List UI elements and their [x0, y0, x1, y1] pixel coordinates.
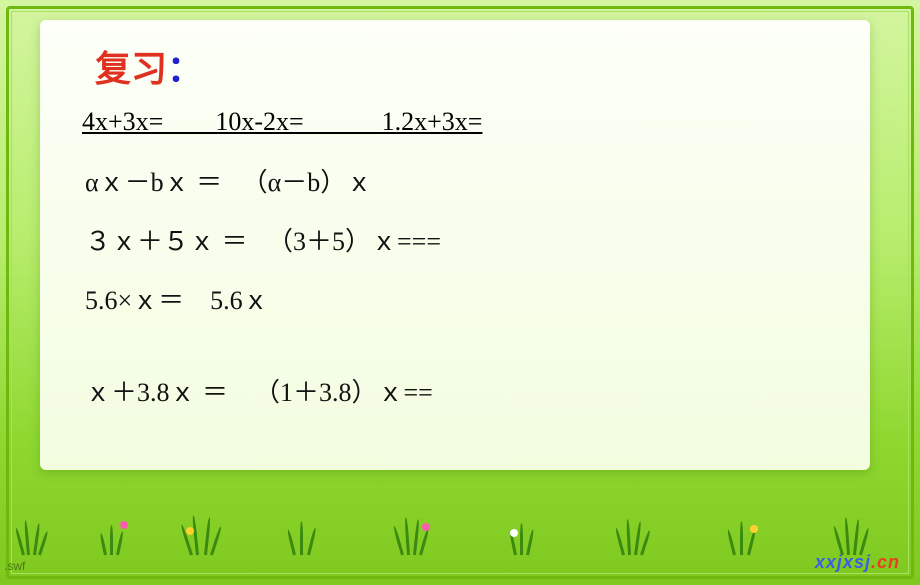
flower-icon [120, 521, 128, 529]
grass-blade [844, 517, 850, 555]
grass-blade [853, 519, 860, 555]
swf-label: .swf [4, 559, 25, 573]
watermark-char: x [843, 552, 854, 573]
grass-blade [24, 520, 30, 555]
slide-content: 复习： 4x+3x= 10x-2x= 1.2x+3x= αｘ－bｘ ＝ （α－b… [40, 20, 870, 470]
watermark-char: j [865, 552, 871, 573]
watermark-char: x [815, 552, 826, 573]
flower-icon [750, 525, 758, 533]
practice-problems-row: 4x+3x= 10x-2x= 1.2x+3x= [82, 107, 840, 137]
grass-blade [859, 528, 870, 556]
watermark-char: j [837, 552, 843, 573]
grass-blade [634, 521, 642, 555]
watermark-char: . [871, 552, 877, 573]
grass-blade [116, 531, 124, 555]
grass-blade [419, 528, 430, 556]
grass-blade [727, 529, 736, 555]
equation-line: ｘ＋3.8ｘ ＝ （1＋3.8）ｘ== [85, 372, 840, 409]
flower-icon [186, 527, 194, 535]
flower-icon [510, 529, 518, 537]
watermark-char: n [888, 552, 900, 573]
grass-blade [33, 523, 40, 555]
grass-blade [210, 526, 222, 555]
grass-blade [615, 528, 625, 556]
grass-blade [287, 529, 296, 555]
watermark-char: x [826, 552, 837, 573]
watermark-char: c [877, 552, 888, 573]
grass-blade [747, 527, 757, 555]
title-text-blue: ： [167, 49, 203, 89]
grass-blade [38, 531, 49, 556]
grass-blade [640, 530, 651, 556]
grass-blade [192, 515, 199, 555]
grass-blade [526, 529, 534, 555]
grass-blade [740, 521, 743, 555]
grass-blade [110, 525, 113, 555]
grass-blade [307, 527, 317, 555]
equation-line: ３ｘ＋５ｘ ＝ （3＋5）ｘ=== [85, 221, 840, 258]
equation-line: 5.6×ｘ＝ 5.6ｘ [85, 280, 840, 317]
equation-line: αｘ－bｘ ＝ （α－b）ｘ [85, 162, 840, 199]
grass-blade [509, 531, 517, 555]
flower-icon [422, 523, 430, 531]
grass-blade [413, 519, 420, 555]
watermark-char: s [854, 552, 865, 573]
grass-blade [404, 517, 410, 555]
grass-blade [300, 521, 303, 555]
grass-blade [180, 524, 193, 555]
grass-blade [393, 526, 404, 556]
title-text-red: 复习 [95, 49, 167, 89]
grass-decoration [0, 495, 920, 555]
grass-blade [204, 517, 211, 555]
slide-title: 复习： [95, 40, 840, 92]
grass-blade [520, 523, 523, 555]
grass-blade [99, 533, 107, 555]
grass-blade [626, 519, 631, 555]
grass-blade [15, 528, 25, 556]
watermark-logo: xxjxsj.cn [815, 552, 900, 573]
grass-blade [833, 526, 844, 556]
